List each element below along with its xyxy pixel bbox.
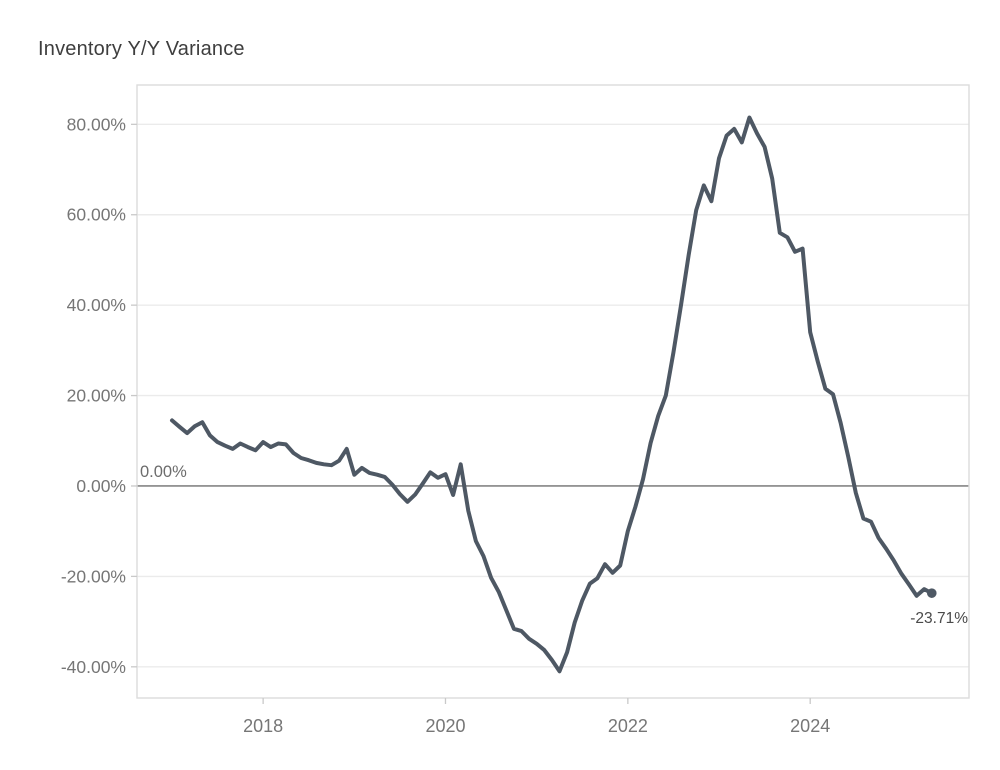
- x-axis-label: 2020: [425, 716, 465, 736]
- y-axis-label: 40.00%: [67, 295, 126, 315]
- x-axis-label: 2024: [790, 716, 830, 736]
- y-axis-label: 20.00%: [67, 386, 126, 406]
- series-line[interactable]: [170, 115, 934, 674]
- y-axis-label: -40.00%: [61, 657, 126, 677]
- y-axis-label: 0.00%: [76, 476, 126, 496]
- endpoint-marker[interactable]: [926, 588, 937, 598]
- zero-annotation-label: 0.00%: [140, 463, 187, 481]
- endpoint-value-label: -23.71%: [910, 610, 968, 627]
- y-axis-label: 60.00%: [67, 205, 126, 225]
- x-axis-label: 2022: [608, 716, 648, 736]
- y-axis-label: -20.00%: [61, 566, 126, 586]
- x-axis-label: 2018: [243, 716, 283, 736]
- chart-title: Inventory Y/Y Variance: [38, 38, 245, 60]
- y-axis-label: 80.00%: [67, 114, 126, 134]
- plot-border: [136, 84, 970, 699]
